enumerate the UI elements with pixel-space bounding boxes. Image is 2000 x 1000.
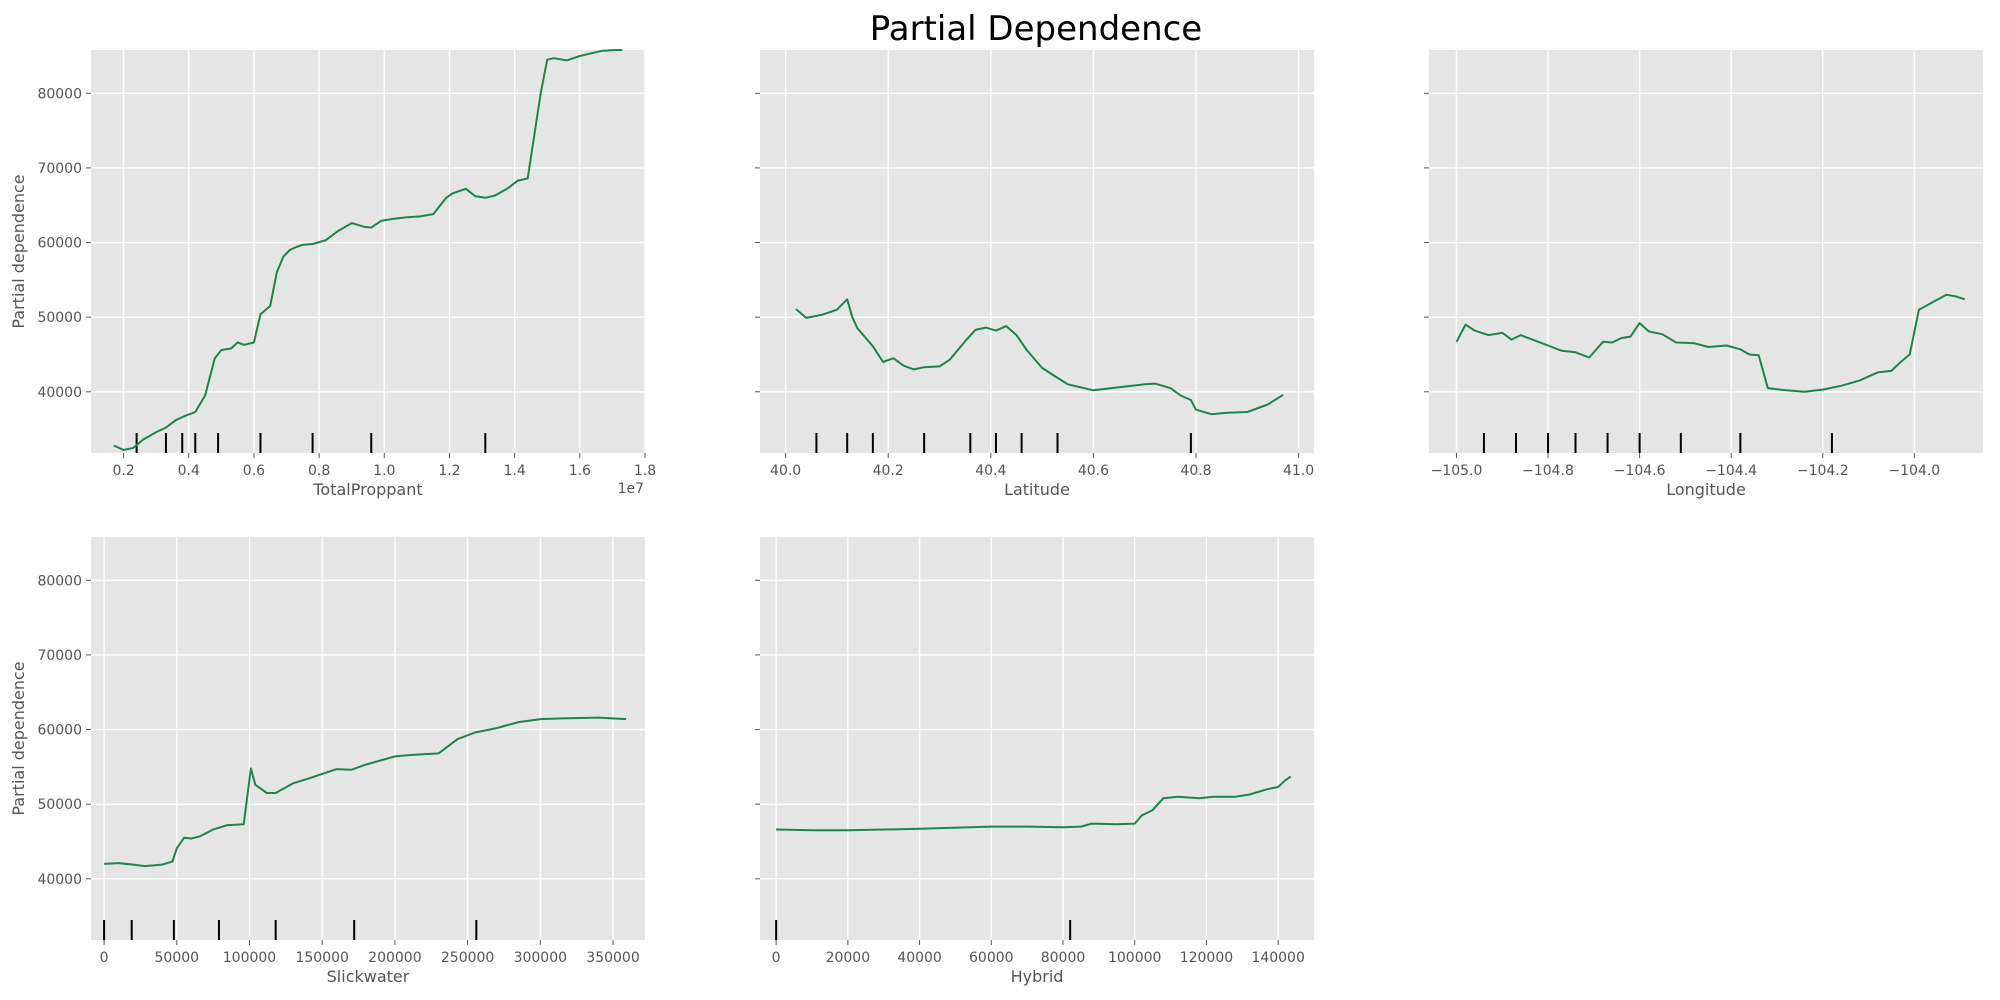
x-tick-label: 100000 (1108, 950, 1161, 966)
plot-area (91, 537, 645, 940)
plot-area (1429, 50, 1983, 453)
x-tick-label: 60000 (969, 950, 1014, 966)
y-tick-label: 40000 (37, 385, 82, 401)
y-tick-label: 80000 (37, 86, 82, 102)
x-axis-label: Latitude (1004, 480, 1070, 499)
y-tick-label: 70000 (37, 648, 82, 664)
x-tick-label: 140000 (1251, 950, 1304, 966)
y-axis-label: Partial dependence (9, 174, 28, 328)
x-axis-label: TotalProppant (312, 480, 422, 499)
x-tick-label: 40.0 (770, 463, 801, 479)
x-tick-label: 0.4 (178, 463, 200, 479)
y-tick-label: 40000 (37, 872, 82, 888)
x-tick-label: 40.2 (873, 463, 904, 479)
x-tick-label: 40.4 (975, 463, 1006, 479)
x-tick-label: 0 (100, 950, 109, 966)
x-tick-label: 1.8 (634, 463, 656, 479)
y-tick-label: 60000 (37, 236, 82, 252)
partial-dependence-line (795, 298, 1284, 416)
x-tick-label: 1.2 (438, 463, 460, 479)
y-axis-label: Partial dependence (9, 661, 28, 815)
x-tick-label: 1.6 (569, 463, 591, 479)
partial-dependence-line (1455, 293, 1966, 393)
plot-area (760, 50, 1314, 453)
plot-area (760, 537, 1314, 940)
subplot-hybrid: 0 20000 40000 60000 80000 100000 120000 140000 H… (755, 537, 1314, 986)
y-tick-label: 70000 (37, 161, 82, 177)
x-axis-label: Longitude (1666, 480, 1746, 499)
x-tick-label: 41.0 (1283, 463, 1314, 479)
figure-title: Partial Dependence (870, 9, 1202, 49)
partial-dependence-line (113, 49, 623, 451)
y-tick-label: 50000 (37, 797, 82, 813)
x-axis-label: Slickwater (327, 967, 410, 986)
x-tick-label: −105.0 (1431, 463, 1483, 479)
x-axis-multiplier-label: 1e7 (618, 481, 644, 497)
plot-area (91, 50, 645, 453)
x-tick-label: 100000 (223, 950, 276, 966)
subplot-panels: 0.2 0.4 0.6 0.8 1.0 1.2 1.4 1.6 1.8 40000 50000 600… (9, 49, 1983, 986)
x-tick-label: −104.8 (1522, 463, 1574, 479)
x-tick-label: 0.6 (243, 463, 265, 479)
subplot-longitude: −105.0 −104.8 −104.6 −104.4 −104.2 −104.0 Long… (1424, 50, 1983, 499)
subplot-slickwater: 0 50000 100000 150000 200000 250000 300000 3500… (9, 537, 645, 986)
x-tick-label: 300000 (514, 950, 567, 966)
x-tick-label: 40000 (897, 950, 942, 966)
x-tick-label: 1.0 (373, 463, 395, 479)
subplot-latitude: 40.0 40.2 40.4 40.6 40.8 41.0 Latitude (755, 50, 1314, 499)
x-tick-label: −104.6 (1614, 463, 1666, 479)
x-tick-label: 150000 (295, 950, 348, 966)
x-tick-label: −104.2 (1797, 463, 1849, 479)
x-tick-label: 0.8 (308, 463, 330, 479)
x-tick-label: 200000 (368, 950, 421, 966)
x-tick-label: 0 (772, 950, 781, 966)
x-tick-label: 20000 (826, 950, 871, 966)
x-axis-label: Hybrid (1011, 967, 1064, 986)
x-tick-label: 40.8 (1180, 463, 1211, 479)
x-tick-label: 120000 (1180, 950, 1233, 966)
x-tick-label: 1.4 (504, 463, 526, 479)
x-tick-label: 40.6 (1078, 463, 1109, 479)
x-tick-label: 350000 (586, 950, 639, 966)
x-tick-label: 50000 (155, 950, 200, 966)
x-tick-label: −104.4 (1705, 463, 1757, 479)
x-tick-label: −104.0 (1888, 463, 1940, 479)
y-tick-label: 50000 (37, 310, 82, 326)
x-tick-label: 250000 (441, 950, 494, 966)
subplot-totalproppant: 0.2 0.4 0.6 0.8 1.0 1.2 1.4 1.6 1.8 40000 50000 600… (9, 49, 656, 499)
partial-dependence-line (776, 775, 1292, 832)
partial-dependence-line (104, 716, 627, 868)
y-tick-label: 80000 (37, 573, 82, 589)
y-tick-label: 60000 (37, 723, 82, 739)
x-tick-label: 80000 (1041, 950, 1086, 966)
x-tick-label: 0.2 (112, 463, 134, 479)
